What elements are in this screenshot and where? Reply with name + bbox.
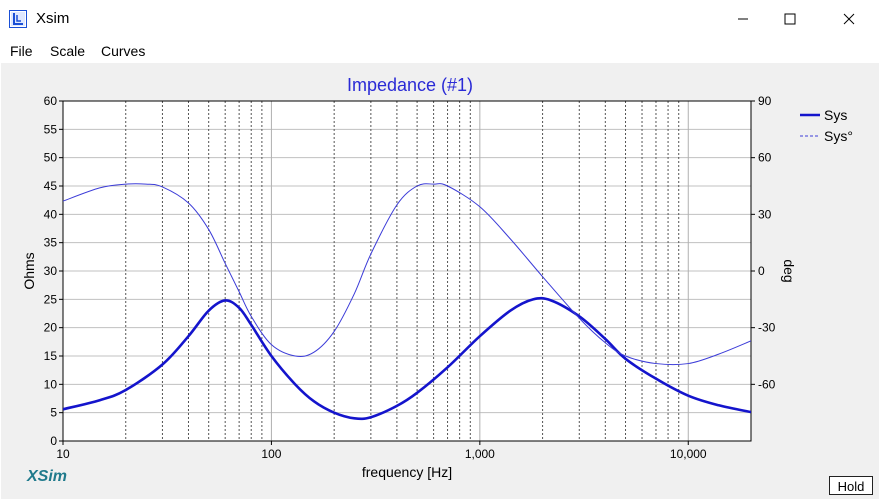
y-tick-label: 55 (44, 122, 58, 136)
x-tick-label: 1,000 (465, 447, 495, 461)
y2-tick-label: -60 (758, 377, 776, 391)
close-button[interactable] (826, 0, 872, 38)
x-tick-label: 10 (56, 447, 70, 461)
series-line-sys-phase (63, 183, 751, 366)
y-tick-label: 50 (44, 151, 58, 165)
hold-button[interactable]: Hold (829, 476, 873, 495)
y-tick-label: 0 (50, 434, 57, 448)
minimize-button[interactable] (720, 0, 766, 38)
window-title: Xsim (36, 10, 70, 27)
x-axis-label: frequency [Hz] (362, 464, 452, 480)
y2-tick-label: 0 (758, 264, 765, 278)
close-icon (843, 13, 855, 25)
legend-label-sys-phase: Sys° (824, 128, 853, 144)
y-tick-label: 15 (44, 349, 58, 363)
y2-axis-label: deg (781, 259, 797, 282)
app-icon (9, 10, 27, 28)
y-tick-label: 5 (50, 406, 57, 420)
title-bar: Xsim (0, 0, 880, 38)
minimize-icon (738, 18, 748, 20)
x-tick-label: 100 (261, 447, 281, 461)
menu-file[interactable]: File (10, 43, 33, 59)
y2-tick-label: 30 (758, 207, 772, 221)
y-tick-label: 30 (44, 264, 58, 278)
y2-tick-label: -30 (758, 321, 776, 335)
series-line-sys (63, 296, 751, 421)
maximize-button[interactable] (767, 0, 813, 38)
x-tick-label: 10,000 (670, 447, 707, 461)
y-tick-label: 35 (44, 236, 58, 250)
y-tick-label: 60 (44, 94, 58, 108)
y-tick-label: 40 (44, 207, 58, 221)
maximize-icon (784, 13, 796, 25)
y2-tick-label: 90 (758, 94, 772, 108)
legend-label-sys: Sys (824, 107, 847, 123)
menu-bar: File Scale Curves (0, 38, 880, 62)
y-tick-label: 20 (44, 321, 58, 335)
menu-curves[interactable]: Curves (101, 43, 146, 59)
y2-tick-label: 60 (758, 151, 772, 165)
y-tick-label: 45 (44, 179, 58, 193)
y-tick-label: 25 (44, 292, 58, 306)
chart-title: Impedance (#1) (346, 75, 474, 95)
menu-scale[interactable]: Scale (50, 43, 86, 59)
y-axis-label: Ohms (21, 252, 37, 289)
xsim-logo: XSim (27, 468, 68, 485)
y-tick-label: 10 (44, 377, 58, 391)
